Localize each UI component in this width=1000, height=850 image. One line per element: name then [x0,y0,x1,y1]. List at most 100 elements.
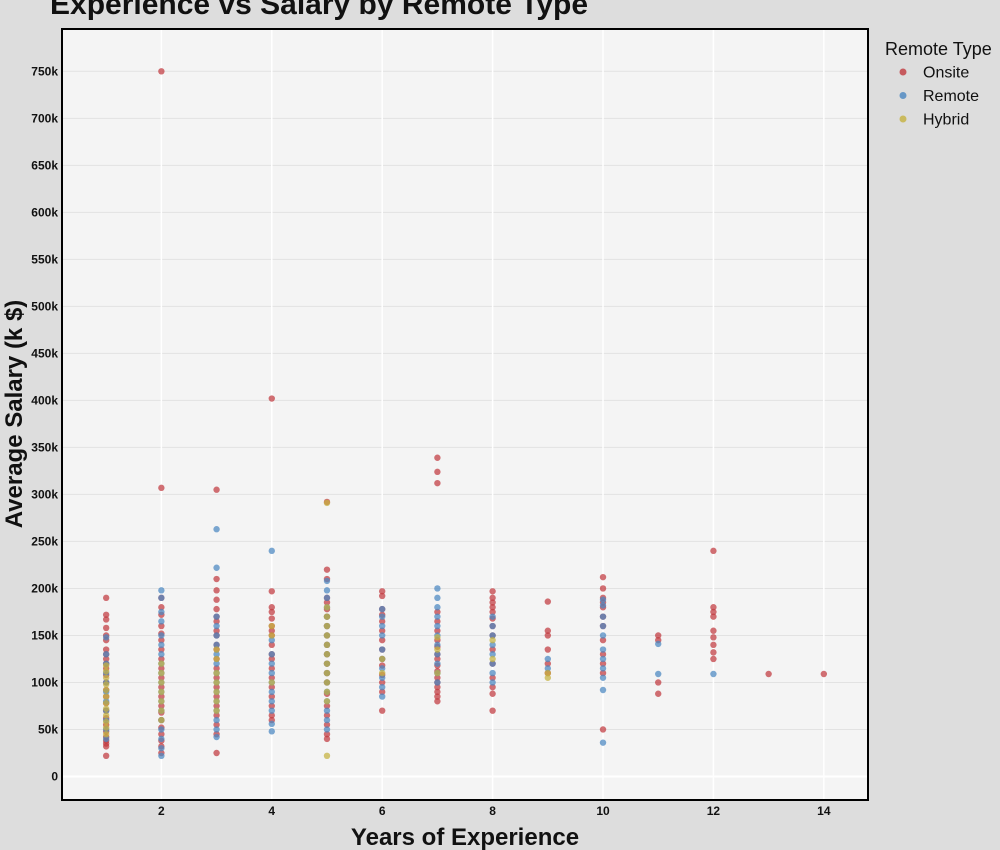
y-tick-label: 650k [31,158,58,172]
data-point [268,615,275,622]
data-point [378,622,386,630]
data-point [489,608,496,616]
data-point [102,662,110,669]
data-point [268,728,275,735]
series-hybrid [102,499,552,760]
data-point [213,596,220,603]
data-point [434,622,441,630]
data-point [434,660,441,667]
data-point [378,679,386,686]
data-point [102,724,110,731]
data-point [434,627,441,634]
y-tick-label: 200k [31,581,58,595]
data-point [434,585,441,592]
y-tick-label: 100k [31,675,58,689]
data-point [102,693,110,700]
data-point [489,660,496,667]
data-point [434,634,441,641]
data-point [378,632,386,639]
data-point [434,604,441,611]
data-point [158,632,165,639]
y-tick-label: 550k [31,252,58,266]
data-point [268,660,275,667]
data-point [158,655,165,663]
data-point [213,613,220,620]
data-point [268,636,275,644]
data-point [710,604,717,611]
data-point [710,634,717,641]
data-point [102,655,110,663]
data-point [323,702,331,710]
data-point [213,618,220,625]
data-point [268,632,275,639]
data-point [268,698,275,705]
data-point [268,547,275,555]
y-axis-ticks: 0 50k 100k 150k 200k 250k 300k 350k 400k 450k 500k… [31,64,58,783]
data-point [599,651,607,658]
data-point [268,665,275,672]
data-point [434,679,441,686]
data-point [158,679,165,686]
data-point [489,690,496,697]
data-point [213,655,220,663]
data-point [434,655,441,663]
x-tick-label: 6 [379,804,386,818]
data-point [599,596,607,603]
data-point [213,749,220,757]
data-point [378,618,386,625]
data-point [655,670,662,678]
data-point [158,651,165,658]
x-tick-label: 14 [817,804,831,818]
data-point [102,616,110,623]
data-point [434,613,441,620]
data-point [323,613,331,620]
data-point [158,735,165,743]
data-point [599,739,607,746]
data-point [213,712,220,719]
data-point [158,484,165,492]
x-tick-label: 4 [268,804,275,818]
data-point [158,688,165,696]
data-point [599,632,607,639]
data-point [268,622,275,630]
data-point [323,735,331,743]
legend-marker [899,68,907,76]
data-point [213,707,220,714]
y-tick-label: 250k [31,534,58,548]
data-point [158,622,165,630]
data-point [102,594,110,602]
data-point [655,632,662,639]
data-point [268,651,275,658]
data-point [158,693,165,700]
data-point [599,665,607,672]
data-point [268,707,275,714]
y-tick-label: 500k [31,299,58,313]
data-point [378,592,386,600]
data-point [599,613,607,620]
data-point [378,674,386,681]
data-point [544,655,552,663]
data-point [489,651,496,658]
data-point [213,564,220,571]
data-point [213,716,220,724]
data-point [213,733,220,741]
data-point [599,660,607,667]
data-point [544,646,552,653]
data-point [434,669,441,677]
data-point [213,486,220,493]
data-point [655,679,662,686]
data-point [268,627,275,634]
data-point [158,702,165,710]
data-point [213,683,220,691]
data-point [655,640,662,648]
data-point [710,627,717,634]
data-point [158,730,165,738]
data-point [102,667,110,675]
data-point [323,688,331,696]
legend-label: Hybrid [923,112,969,129]
data-point [213,665,220,672]
data-point [158,587,165,594]
legend: Remote Type Onsite Remote Hybrid [885,39,992,129]
data-point [710,613,717,620]
